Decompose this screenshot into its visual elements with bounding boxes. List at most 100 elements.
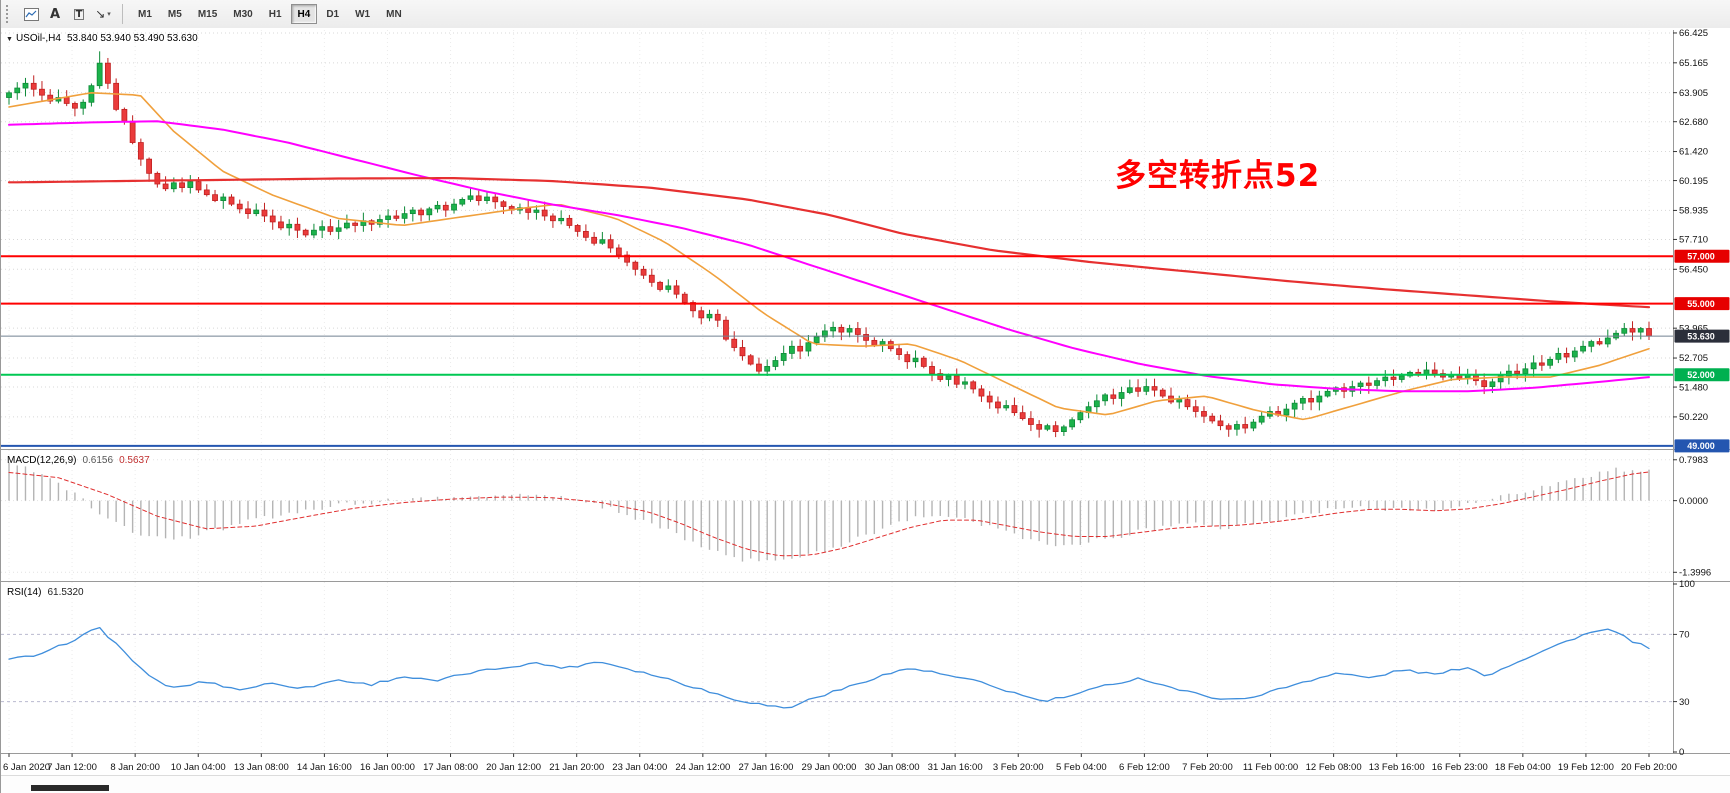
candle: [1044, 425, 1051, 430]
chart-window-button[interactable]: [20, 4, 42, 25]
candle: [269, 215, 276, 223]
tf-d1[interactable]: D1: [319, 4, 346, 24]
candle: [343, 222, 350, 229]
candle: [1176, 399, 1183, 403]
candle: [838, 326, 845, 333]
ma-slow-line: [7, 177, 1651, 309]
arrow-icon: ↘: [95, 7, 106, 21]
time-label: 6 Feb 12:00: [1119, 762, 1170, 773]
candle: [871, 339, 878, 346]
candle: [813, 336, 820, 344]
vertical-gridlines: [8, 30, 1650, 753]
h-scrollbar-thumb[interactable]: [31, 785, 109, 791]
candle: [1629, 328, 1636, 333]
candle: [418, 209, 424, 216]
candle: [1135, 387, 1141, 392]
candle: [385, 215, 391, 220]
candle: [228, 196, 235, 205]
draw-arrow-button[interactable]: ↘ ▾: [92, 4, 114, 25]
horizontal-level-lines[interactable]: [1, 255, 1673, 447]
candle: [582, 230, 589, 238]
candle: [607, 239, 614, 249]
price-tick-label: 52.705: [1679, 353, 1708, 364]
price-badge-57.000: [1674, 249, 1730, 263]
price-tick-label: 57.710: [1679, 235, 1708, 246]
time-label: 11 Feb 00:00: [1243, 762, 1298, 773]
candle: [599, 239, 606, 244]
text-label-button[interactable]: T: [68, 4, 90, 25]
time-label: 13 Feb 16:00: [1369, 762, 1425, 773]
time-label: 10 Jan 04:00: [171, 762, 226, 773]
candle: [286, 223, 293, 229]
time-label: 21 Jan 20:00: [549, 762, 604, 773]
candle: [1316, 395, 1323, 403]
tf-w1[interactable]: W1: [348, 4, 377, 24]
annotate-text-button[interactable]: A: [44, 4, 66, 25]
candle: [591, 236, 598, 244]
time-label: 7 Feb 20:00: [1182, 762, 1233, 773]
time-label: 8 Jan 20:00: [110, 762, 160, 773]
candle: [409, 209, 416, 215]
candle: [953, 375, 960, 385]
tf-mn[interactable]: MN: [379, 4, 409, 24]
candle: [566, 217, 573, 226]
time-label: 12 Feb 08:00: [1306, 762, 1362, 773]
candle: [30, 82, 37, 90]
candle: [1637, 328, 1644, 333]
candle: [920, 357, 927, 367]
candle: [121, 108, 128, 122]
candle: [1357, 382, 1364, 387]
candle: [1118, 392, 1125, 399]
candle: [187, 181, 194, 188]
tf-m1[interactable]: M1: [131, 4, 159, 24]
candle: [830, 326, 837, 332]
price-badge-label: 57.000: [1687, 251, 1715, 261]
chart-canvas[interactable]: 66.425 65.165 63.905 62.680 61.420 60.195 58.9…: [1, 28, 1730, 793]
candle: [1481, 380, 1488, 387]
candle: [624, 254, 630, 263]
panel-separators[interactable]: [1, 449, 1730, 754]
candle: [47, 94, 54, 102]
price-badge-label: 53.630: [1687, 331, 1715, 341]
price-axis[interactable]: 66.425 65.165 63.905 62.680 61.420 60.195 58.9…: [1673, 28, 1711, 758]
time-label: 16 Feb 23:00: [1432, 762, 1488, 773]
candle: [39, 88, 45, 96]
chart-window-icon: [23, 7, 39, 21]
candle: [756, 363, 762, 372]
candle: [1283, 408, 1290, 416]
price-badge-label: 49.000: [1687, 441, 1715, 451]
candle: [1192, 406, 1199, 412]
tf-h4[interactable]: H4: [290, 4, 318, 24]
candle: [1291, 402, 1298, 410]
candle: [854, 328, 861, 335]
candle: [63, 97, 70, 104]
tf-m30[interactable]: M30: [226, 4, 259, 24]
toolbar-grip[interactable]: [6, 5, 13, 23]
tf-h1[interactable]: H1: [262, 4, 289, 24]
candle: [104, 62, 111, 84]
candle: [1143, 386, 1150, 392]
candle: [970, 381, 977, 390]
candle: [731, 338, 738, 348]
candle: [1646, 328, 1652, 337]
candle: [113, 82, 120, 110]
candle: [467, 195, 474, 200]
candle: [426, 208, 433, 216]
time-label: 3 Feb 20:00: [993, 762, 1044, 773]
tf-m5[interactable]: M5: [161, 4, 189, 24]
time-label: 31 Jan 16:00: [928, 762, 983, 773]
candle: [327, 226, 334, 232]
candle: [1621, 328, 1628, 334]
candle: [484, 196, 490, 201]
candle: [632, 261, 639, 270]
candle: [203, 189, 210, 196]
candle: [1184, 399, 1191, 408]
tf-m15[interactable]: M15: [191, 4, 224, 24]
price-tick-label: 51.480: [1679, 382, 1708, 393]
price-tick-label: 62.680: [1679, 117, 1708, 128]
candle: [657, 281, 663, 290]
candle: [1505, 370, 1512, 377]
candle: [1093, 400, 1100, 408]
candle: [1019, 412, 1026, 419]
